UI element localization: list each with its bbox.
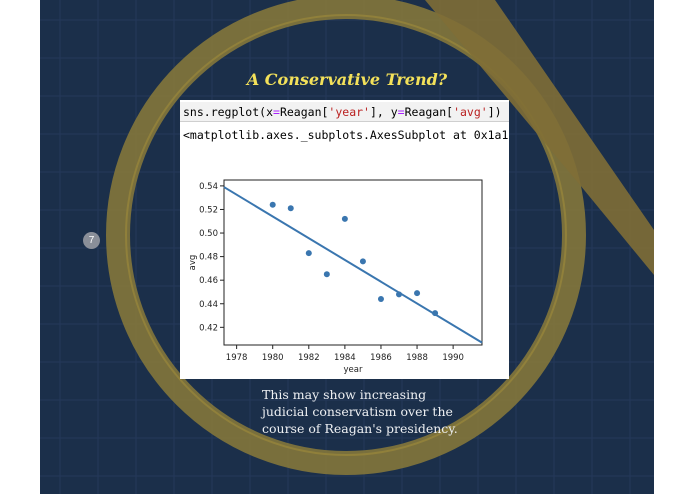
y-tick-label: 0.54 [199,182,218,192]
x-tick-label: 1978 [226,353,248,363]
code-string: 'avg' [453,105,488,119]
large-gold-ring [106,0,586,475]
code-equals: = [397,105,405,119]
slide-title: A Conservative Trend? [246,70,448,89]
y-axis-label: avg [188,255,198,271]
slide-canvas: A Conservative Trend? 7 sns.regplot(x=Re… [40,0,654,494]
code-text: ], y [369,105,398,119]
code-text: Reagan[ [279,105,329,119]
y-tick-label: 0.48 [199,253,218,263]
y-tick-label: 0.50 [199,229,218,239]
x-tick-label: 1984 [334,353,356,363]
code-string: 'year' [328,105,370,119]
data-point [287,205,294,212]
data-point [305,250,312,257]
y-tick-label: 0.52 [199,205,218,215]
y-tick-label: 0.42 [199,323,218,333]
data-point [341,215,348,222]
data-point [432,310,439,317]
slide-caption: This may show increasing judicial conser… [262,387,458,436]
data-point [396,291,403,298]
code-prefix: sns.regplot(x [183,105,274,119]
x-axis-label: year [344,365,363,375]
x-tick-label: 1988 [406,353,428,363]
plot-frame [223,179,483,346]
y-tick-label: 0.44 [199,300,218,310]
data-point [269,201,276,208]
code-line: sns.regplot(x=Reagan['year'], y=Reagan['… [180,102,509,122]
notebook-screenshot: sns.regplot(x=Reagan['year'], y=Reagan['… [180,100,509,379]
decorative-rings [106,0,654,475]
x-tick-label: 1986 [370,353,392,363]
x-tick-label: 1990 [442,353,464,363]
regression-plot: 1978 1980 1982 1984 1986 1988 1990 0.42 0.44 0.46… [188,179,483,375]
x-tick-label: 1980 [262,353,284,363]
data-point [377,296,384,303]
y-tick-label: 0.46 [199,276,218,286]
output-line: <matplotlib.axes._subplots.AxesSubplot a… [183,128,509,142]
data-point [414,290,421,297]
code-equals: = [273,105,280,119]
code-suffix: ]) [487,105,502,119]
code-text: Reagan[ [404,105,454,119]
data-point [323,271,330,278]
inner-gold-ring [125,14,567,456]
slide-number-badge[interactable]: 7 [83,232,100,249]
regression-line [223,186,483,344]
data-point [359,258,366,265]
x-tick-label: 1982 [298,353,320,363]
